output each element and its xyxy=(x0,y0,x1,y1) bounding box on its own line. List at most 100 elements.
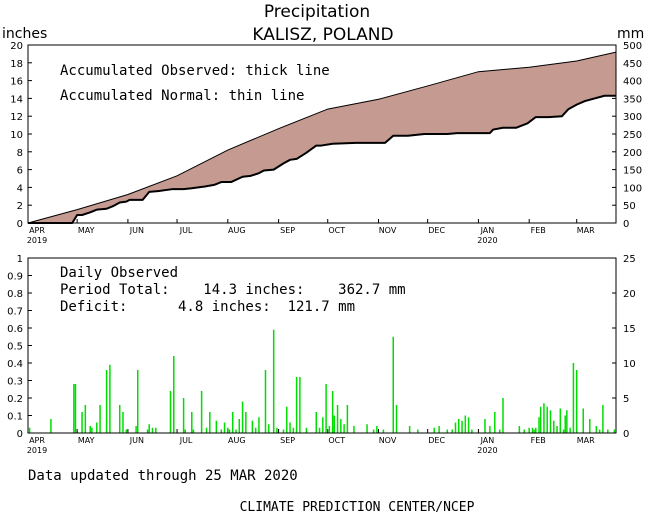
daily-precip-bar xyxy=(295,377,298,433)
period-total-label: Period Total: 14.3 inches: 362.7 mm xyxy=(60,282,406,298)
daily-precip-bar xyxy=(235,429,237,433)
daily-precip-bar xyxy=(50,419,52,433)
daily-precip-bar xyxy=(523,429,526,433)
daily-precip-bar xyxy=(534,427,537,433)
daily-precip-bar xyxy=(438,426,440,433)
daily-precip-bar xyxy=(192,429,195,433)
daily-precip-bar xyxy=(572,363,575,433)
daily-precip-bar xyxy=(325,384,327,433)
daily-precip-bar xyxy=(518,426,521,433)
left-y-tick-label: 0 xyxy=(17,429,23,440)
daily-precip-bar xyxy=(328,426,331,433)
annotation-observed: Accumulated Observed: thick line xyxy=(60,63,330,79)
daily-precip-bar xyxy=(151,427,154,433)
daily-precip-bar xyxy=(543,403,545,433)
daily-precip-bar xyxy=(528,427,530,433)
right-y-tick-label: 100 xyxy=(623,183,642,194)
left-y-tick-label: 6 xyxy=(17,166,23,177)
left-y-tick-label: 2 xyxy=(17,201,23,212)
left-y-tick-label: 18 xyxy=(10,59,23,70)
month-label: MAR xyxy=(577,226,595,235)
right-y-tick-label: 10 xyxy=(623,359,636,370)
daily-precip-bar xyxy=(382,429,385,433)
daily-precip-bar xyxy=(209,412,211,433)
daily-precip-bar xyxy=(74,384,77,433)
right-y-tick-label: 400 xyxy=(623,77,642,88)
data-updated-label: Data updated through 25 MAR 2020 xyxy=(28,468,298,484)
deficit-fill-area xyxy=(28,52,616,224)
month-label: JUN xyxy=(129,226,144,235)
left-y-tick-label: 20 xyxy=(10,41,23,52)
deficit-label: Deficit: 4.8 inches: 121.7 mm xyxy=(60,299,355,315)
month-label: MAY xyxy=(78,226,95,235)
daily-precip-bar xyxy=(276,427,278,433)
daily-precip-bar xyxy=(268,424,270,433)
daily-precip-bar xyxy=(191,412,193,433)
left-y-tick-label: 0.9 xyxy=(7,272,23,283)
daily-precip-bar xyxy=(118,405,121,433)
daily-precip-bar xyxy=(451,429,453,433)
daily-precip-bar xyxy=(433,427,435,433)
daily-precip-bar xyxy=(148,424,150,433)
left-y-tick-label: 0.6 xyxy=(7,324,23,335)
daily-precip-bar xyxy=(589,419,591,433)
daily-precip-bar xyxy=(461,420,463,433)
daily-precip-bar xyxy=(454,422,457,433)
daily-precip-bar xyxy=(99,405,101,433)
daily-precip-bar xyxy=(566,410,568,433)
daily-panel: 00.10.20.30.40.50.60.70.80.910510152025A… xyxy=(7,254,636,455)
daily-precip-bar xyxy=(531,427,534,433)
month-label: OCT xyxy=(328,436,345,445)
right-y-tick-label: 200 xyxy=(623,148,642,159)
daily-precip-bar xyxy=(169,391,172,433)
right-y-tick-label: 350 xyxy=(623,94,642,105)
left-y-tick-label: 10 xyxy=(10,130,23,141)
daily-precip-bar xyxy=(467,417,470,433)
daily-precip-bar xyxy=(484,419,486,433)
daily-precip-bar xyxy=(366,424,368,433)
daily-precip-bar xyxy=(340,419,342,433)
month-label: SEP xyxy=(280,226,295,235)
daily-precip-bar xyxy=(458,419,460,433)
daily-precip-bar xyxy=(227,427,229,433)
left-y-tick-label: 8 xyxy=(17,148,23,159)
daily-precip-bar xyxy=(28,427,31,433)
daily-precip-bar xyxy=(125,429,128,433)
left-y-tick-label: 12 xyxy=(10,112,23,123)
daily-precip-bar xyxy=(254,427,257,433)
daily-precip-bar xyxy=(264,370,267,433)
daily-precip-bar xyxy=(96,422,98,433)
daily-precip-bar xyxy=(182,398,185,433)
year-label: 2019 xyxy=(27,236,47,245)
daily-precip-bar xyxy=(575,370,578,433)
daily-precip-bar xyxy=(220,429,223,433)
left-y-tick-label: 0.2 xyxy=(7,394,23,405)
month-label: SEP xyxy=(280,436,295,445)
daily-precip-bar xyxy=(258,417,260,433)
daily-precip-bar xyxy=(372,429,375,433)
right-y-tick-label: 0 xyxy=(623,429,629,440)
year-label: 2020 xyxy=(477,236,497,245)
month-label: AUG xyxy=(228,226,246,235)
daily-precip-bar xyxy=(595,426,598,433)
daily-precip-bar xyxy=(109,364,111,433)
daily-precip-bar xyxy=(89,426,91,433)
daily-precip-bar xyxy=(155,427,157,433)
left-y-tick-label: 0.3 xyxy=(7,377,23,388)
daily-precip-bar xyxy=(315,412,318,433)
daily-precip-bar xyxy=(538,417,540,433)
right-y-tick-label: 25 xyxy=(623,254,636,265)
daily-precip-bar xyxy=(228,429,231,433)
daily-precip-bar xyxy=(135,426,137,433)
daily-precip-bar xyxy=(200,391,203,433)
daily-precip-bar xyxy=(546,406,548,433)
right-y-tick-label: 500 xyxy=(623,41,642,52)
daily-precip-bar xyxy=(489,426,491,433)
left-unit-label: inches xyxy=(2,26,47,42)
month-label: JUN xyxy=(129,436,144,445)
left-y-tick-label: 0 xyxy=(17,219,23,230)
accumulated-panel: 0246810121416182005010015020025030035040… xyxy=(10,41,642,245)
daily-precip-bar xyxy=(81,412,83,433)
month-label: FEB xyxy=(531,436,546,445)
daily-precip-bar xyxy=(292,427,295,433)
